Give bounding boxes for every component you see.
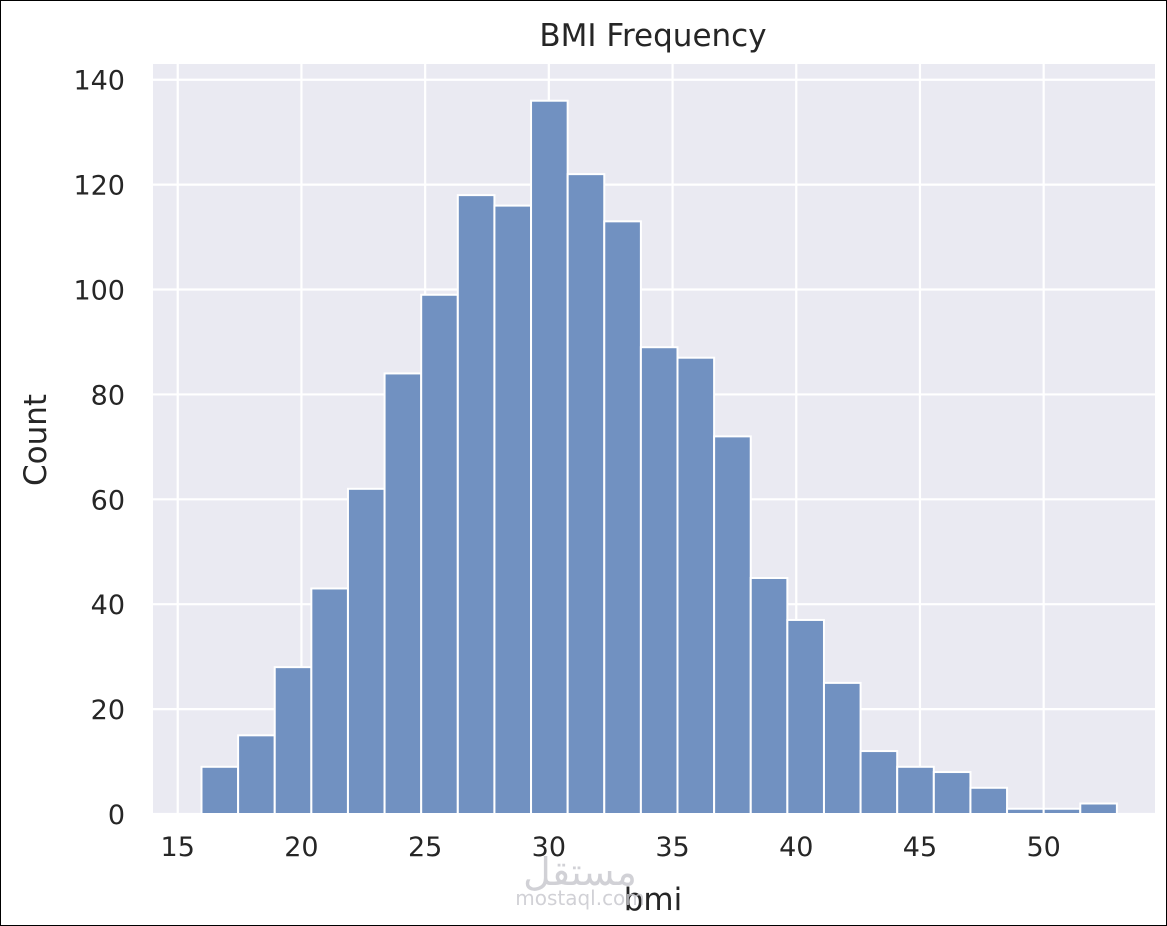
histogram-bar (639, 346, 679, 815)
histogram-bar (713, 435, 752, 815)
x-tick-labels: 15 20 25 30 35 40 45 50 (161, 832, 1061, 863)
histogram-bar (822, 681, 862, 815)
histogram-bar (1042, 807, 1082, 816)
bars (200, 99, 1118, 816)
x-tick-label: 40 (779, 832, 813, 863)
y-tick-label: 140 (73, 66, 125, 97)
histogram-bar (530, 99, 569, 816)
histogram-bar (346, 487, 386, 815)
x-tick-label: 45 (903, 832, 937, 863)
histogram-bar (566, 173, 606, 816)
histogram-bar (859, 750, 899, 815)
y-tick-label: 120 (73, 171, 125, 202)
watermark-logo: مستقل mostaql.com (515, 850, 645, 910)
histogram-bar (896, 765, 935, 815)
histogram-bar (676, 356, 716, 815)
x-tick-label: 25 (408, 832, 442, 863)
histogram-bar (603, 220, 642, 815)
histogram-bar (969, 786, 1009, 816)
x-tick-label: 15 (161, 832, 195, 863)
chart-title: BMI Frequency (539, 18, 766, 54)
histogram-bar (420, 293, 459, 815)
histogram-bar (200, 765, 240, 815)
y-tick-label: 40 (91, 590, 125, 621)
x-tick-label: 30 (532, 832, 566, 863)
x-tick-label: 35 (655, 832, 689, 863)
x-tick-label: 50 (1026, 832, 1060, 863)
histogram-bar (786, 618, 825, 815)
watermark-latin: mostaql.com (515, 886, 645, 910)
watermark-arabic: مستقل (523, 850, 637, 894)
y-tick-label: 20 (91, 695, 125, 726)
histogram-bar (932, 771, 972, 815)
histogram-bar (1006, 807, 1045, 816)
x-tick-label: 20 (284, 832, 318, 863)
histogram-bar (1079, 802, 1118, 816)
histogram-bar (456, 194, 496, 815)
histogram-bar (749, 576, 789, 816)
y-tick-labels: 0 20 40 60 80 100 120 140 (73, 66, 125, 831)
histogram-bar (493, 204, 533, 815)
y-tick-label: 100 (73, 276, 125, 307)
y-tick-label: 80 (91, 380, 125, 411)
y-axis-label: Count (18, 394, 54, 486)
histogram-bar (310, 587, 349, 815)
histogram-bar (273, 666, 313, 815)
y-tick-label: 0 (108, 800, 125, 831)
x-axis-label: bmi (624, 882, 683, 918)
histogram-bar (383, 372, 423, 815)
histogram-bar (237, 734, 276, 815)
y-tick-label: 60 (91, 485, 125, 516)
